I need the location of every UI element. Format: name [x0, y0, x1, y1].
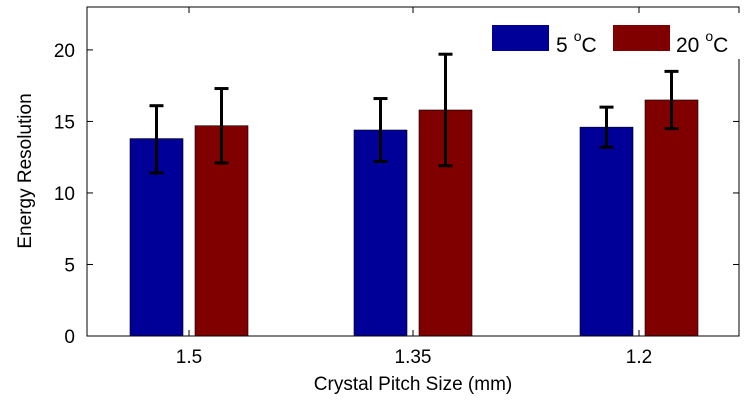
legend-label-5c-value: 5 — [556, 34, 568, 57]
legend-label-20c-degree: o — [705, 28, 713, 44]
y-axis-title: Energy Resolution — [15, 93, 36, 248]
legend-label-5c-degree: o — [574, 28, 582, 44]
error-bars-group — [149, 52, 679, 175]
bar-1.2-5c — [579, 126, 634, 337]
y-tick-label: 0 — [64, 327, 75, 348]
legend-label-20c: 20 oC — [676, 28, 728, 57]
x-tick-label: 1.5 — [176, 347, 202, 368]
y-tick-label: 20 — [54, 41, 75, 62]
legend-label-20c-value: 20 — [676, 34, 699, 57]
x-tick-label: 1.2 — [626, 347, 652, 368]
legend-swatch-5c — [492, 25, 549, 51]
y-tick-label: 5 — [64, 255, 75, 276]
bar-1.35-5c — [353, 129, 408, 337]
legend: 5 oC 20 oC — [478, 13, 740, 59]
y-tick-label: 15 — [54, 112, 75, 133]
legend-label-5c-unit: C — [581, 34, 596, 57]
legend-label-20c-unit: C — [713, 34, 728, 57]
bars-group — [129, 99, 699, 337]
bar-1.2-20c — [644, 99, 699, 337]
y-tick-label: 10 — [54, 184, 75, 205]
x-tick-label: 1.35 — [395, 347, 432, 368]
y-axis: 0 5 10 15 20 — [54, 41, 739, 348]
legend-swatch-20c — [613, 25, 670, 51]
x-axis: 1.5 1.35 1.2 — [176, 7, 652, 368]
legend-label-5c: 5 oC — [556, 28, 597, 57]
x-axis-title: Crystal Pitch Size (mm) — [314, 374, 512, 395]
